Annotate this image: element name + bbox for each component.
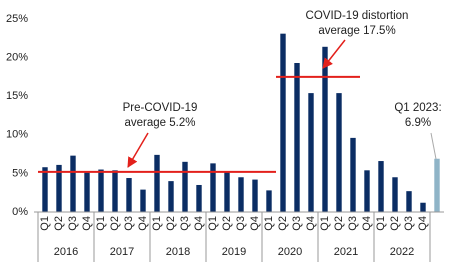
bar [252,179,258,212]
bar [392,177,398,212]
bar [280,33,286,212]
x-tick-label: Q2 [53,216,65,231]
bar [126,178,132,212]
y-tick-label: 15% [6,90,28,102]
group-label: 2016 [54,246,78,258]
bar [322,46,328,213]
bar [210,163,216,212]
x-tick-label: Q1 [151,216,163,231]
bar [336,93,342,212]
x-tick-label: Q1 [95,216,107,231]
x-tick-label: Q3 [347,216,359,231]
bar [378,161,384,212]
group-label: 2017 [110,246,134,258]
x-tick-label: Q2 [221,216,233,231]
group-label: 2019 [222,246,246,258]
group-label: 2020 [278,246,302,258]
y-tick-label: 10% [6,129,28,141]
bar [42,167,48,212]
bar [350,137,356,212]
x-tick-label: Q3 [403,216,415,231]
bar [434,158,440,212]
y-tick-label: 25% [6,13,28,25]
bar [84,172,90,212]
x-tick-label: Q4 [193,216,205,231]
annotation-text: 6.9% [405,117,431,129]
annotation-text: average 17.5% [318,25,395,37]
x-tick-label: Q1 [39,216,51,231]
annotation-text: Pre-COVID-19 [123,102,198,114]
annotation-arrow [322,39,346,69]
x-tick-label: Q4 [137,216,149,231]
bar [224,171,230,212]
bar [420,202,426,212]
bar [140,189,146,212]
bar [56,164,62,212]
x-tick-label: Q4 [361,216,373,231]
x-tick-label: Q1 [375,216,387,231]
bar [70,155,76,212]
x-tick-label: Q3 [235,216,247,231]
group-label: 2018 [166,246,190,258]
bar [154,154,160,212]
x-tick-label: Q2 [333,216,345,231]
x-tick-label: Q4 [249,216,261,231]
x-tick-label: Q4 [417,216,429,231]
y-tick-label: 20% [6,52,28,64]
bar [238,177,244,212]
x-tick-label: Q2 [389,216,401,231]
x-tick-label: Q1 [263,216,275,231]
x-tick-label: Q2 [165,216,177,231]
bar [266,190,272,212]
annotation-leader [430,132,437,160]
annotation-arrow [127,132,149,168]
x-tick-label: Q2 [277,216,289,231]
x-tick-label: Q4 [305,216,317,231]
x-tick-label: Q3 [291,216,303,231]
bar [294,63,300,213]
annotation-text: average 5.2% [125,117,196,129]
x-tick-label: Q3 [179,216,191,231]
x-tick-label: Q4 [81,216,93,231]
bar [168,181,174,212]
y-tick-label: 5% [12,167,28,179]
x-tick-label: Q3 [123,216,135,231]
annotation-text: Q1 2023: [394,102,441,114]
x-tick-label: Q1 [319,216,331,231]
bar [196,184,202,212]
bar [406,191,412,212]
x-tick-label: Q3 [67,216,79,231]
bar [98,169,104,212]
bar [182,161,188,212]
x-tick-label: Q2 [109,216,121,231]
group-label: 2022 [390,246,414,258]
bar [308,93,314,212]
annotation-text: COVID-19 distortion [306,10,409,22]
bar [364,170,370,212]
group-label: 2021 [334,246,358,258]
y-tick-label: 0% [12,206,28,218]
bar [112,170,118,212]
x-tick-label: Q1 [207,216,219,231]
